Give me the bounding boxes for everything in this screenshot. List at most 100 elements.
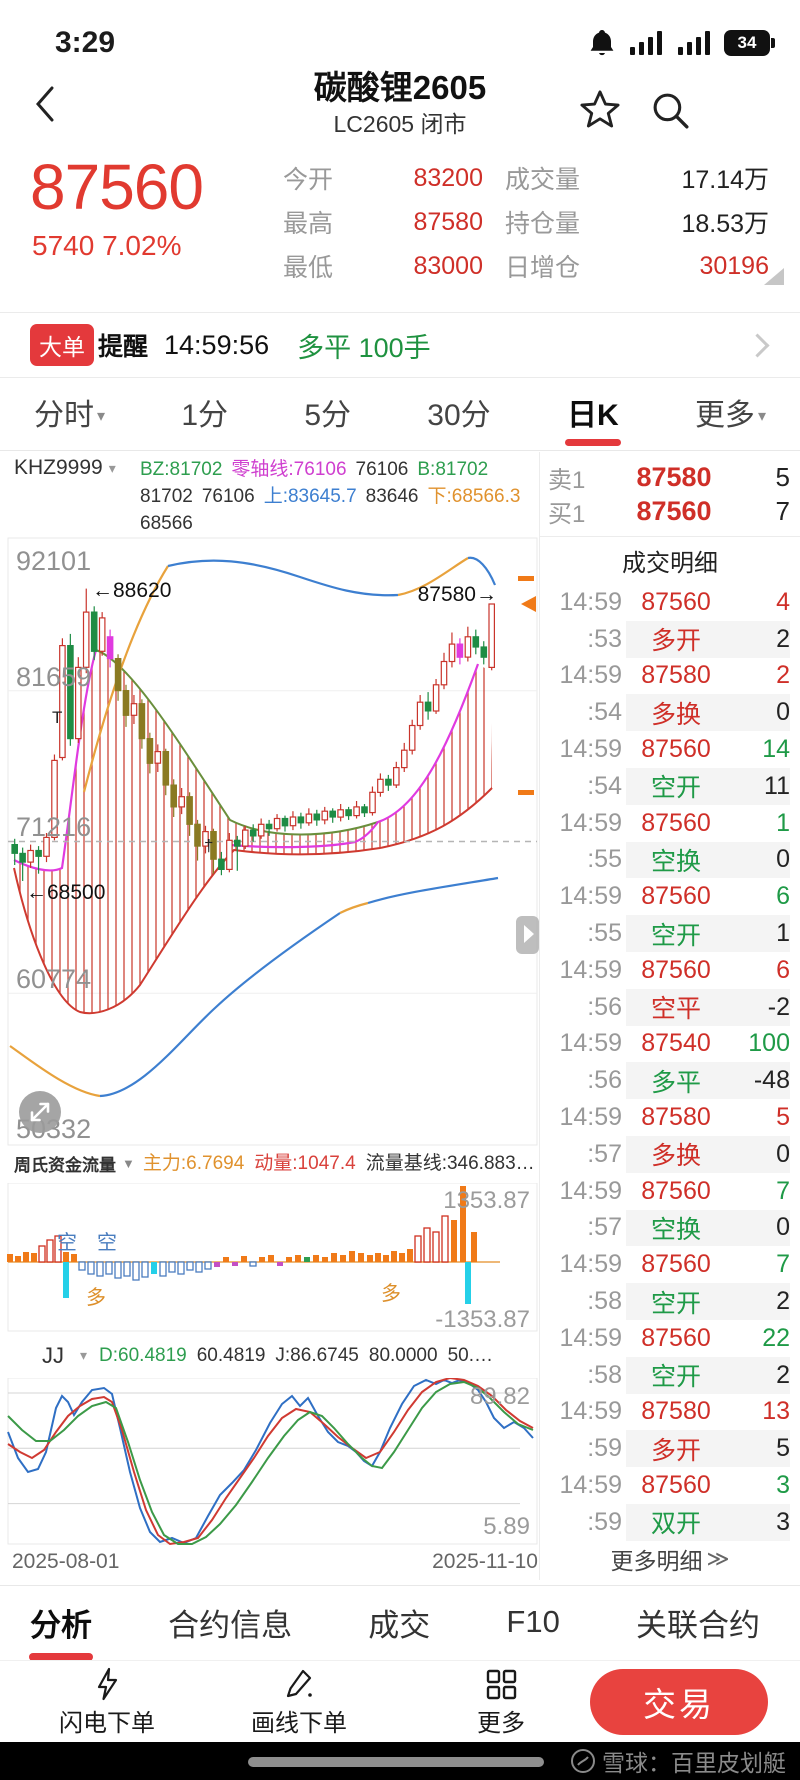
trade-row-body: 87580 13 [626,1394,790,1431]
flash-order-button[interactable]: 闪电下单 [42,1666,172,1738]
bottom-tab-bar: 分析 合约信息 成交 F10 关联合约 [0,1585,800,1661]
period-tab[interactable]: 日K ▾ [564,390,621,446]
trade-time: 14:59 [559,1029,622,1058]
order-book-row[interactable]: 卖1 87580 5 [540,460,800,494]
trade-time: :59 [587,1507,622,1536]
watermark: 雪球：百里皮划艇 [570,1744,786,1778]
period-tab[interactable]: 1分 ▾ [181,390,228,438]
signal-bars-icon-2 [678,31,710,55]
trade-row-body: 双开 3 [626,1503,790,1541]
trade-row-body: 87580 5 [626,1099,790,1136]
trade-time: :56 [587,992,622,1021]
trade-time: :55 [587,845,622,874]
money-flow-indicator-selector[interactable]: 周氏资金流量 [14,1156,116,1175]
order-book: 卖1 87580 5 买1 87560 7 [540,460,800,528]
trade-count: 0 [776,1139,790,1168]
candlestick-chart[interactable]: 92101 81659 71216 60774 50332 ←88620 875… [0,455,540,1150]
order-book-row[interactable]: 买1 87560 7 [540,494,800,528]
indicator-value: 76106 [355,459,409,480]
trade-detail-list[interactable]: 14:59 87560 4 :53 多开 2 14:59 [540,584,800,1541]
favorite-star-icon[interactable] [578,88,622,132]
period-tab[interactable]: 更多 ▾ [695,390,766,438]
search-icon[interactable] [648,88,692,132]
trade-row-body: 87560 6 [626,952,790,989]
trade-value: 87560 [641,808,711,837]
bottom-tab[interactable]: 关联合约 [636,1600,760,1647]
trade-value: 空开 [650,774,701,803]
chevron-down-icon: ▾ [757,408,766,425]
trade-value: 双开 [650,1510,701,1539]
more-detail-link[interactable]: 更多明细 ≫ [610,1545,730,1574]
level-label: 买1 [548,500,586,528]
grid-icon [486,1669,517,1700]
big-order-alert-bar[interactable]: 大单 提醒 14:59:56 多平 100手 [0,312,800,378]
money-flow-labels: 空空多 多 [57,1231,401,1309]
trade-row-body: 空换 0 [626,1209,790,1247]
trade-value: 空换 [650,847,701,876]
last-price: 87560 [30,151,204,223]
money-flow-chart[interactable]: 空空多 多 1353.87 -1353.87 [0,1183,540,1332]
chart-expander-handle[interactable] [516,916,539,954]
trade-detail-row: 14:59 87560 14 [540,731,800,768]
trade-time: 14:59 [559,1397,622,1426]
trade-detail-row: 14:59 87580 13 [540,1394,800,1431]
stat-value: 83000 [413,251,483,280]
indicator-values-line1: BZ:81702 零轴线:76106 76106 B:81702 [140,456,538,483]
bottom-tab-label: 分析 [30,1607,92,1643]
kdj-chart[interactable]: 89.82 5.89 [0,1378,540,1546]
indicator-value: 上:83645.7 [263,486,357,507]
panel-max-value: 1353.87 [443,1187,530,1214]
trade-time: 14:59 [559,882,622,911]
jj-values: D:60.4819 60.4819 J:86.6745 80.0000 50.… [99,1342,493,1369]
bottom-tab-label: 合约信息 [168,1607,293,1643]
trade-count: 7 [776,1176,790,1205]
trade-value: 多换 [650,700,701,729]
stat-label: 今开 [283,166,334,194]
trade-time: 14:59 [559,1176,622,1205]
indicator-value: D:60.4819 [99,1345,187,1366]
stat-value: 87580 [413,207,483,236]
expand-quote-handle[interactable] [764,268,784,285]
trade-time: :55 [587,919,622,948]
status-bar: 3:29 34 [0,20,800,66]
trade-value: 87540 [641,1029,711,1058]
bottom-tab[interactable]: F10 [506,1604,559,1642]
more-actions-button[interactable]: 更多 [456,1666,546,1738]
indicator-value: 零轴线:76106 [231,459,347,480]
period-tab-label: 30分 [427,399,491,432]
quote-stat-row: 最低 83000 日增仓 30196 [283,244,769,288]
chevron-down-icon: ▾ [108,459,116,476]
trade-time: :59 [587,1434,622,1463]
home-indicator[interactable] [248,1757,544,1767]
trade-row-body: 空平 -2 [626,988,790,1026]
trade-button[interactable]: 交易 [590,1669,768,1735]
period-tab[interactable]: 5分 ▾ [304,390,351,438]
trade-count: 1 [776,808,790,837]
trade-value: 87560 [641,587,711,616]
svg-text:空: 空 [57,1231,77,1254]
trade-value: 空开 [650,921,701,950]
page-title: 碳酸锂2605 [313,69,487,106]
period-tab[interactable]: 分时 ▾ [34,390,105,438]
draw-line-order-button[interactable]: 画线下单 [234,1666,364,1738]
back-icon[interactable] [28,82,62,126]
period-tab[interactable]: 30分 ▾ [427,390,490,438]
bottom-tab[interactable]: 分析 [29,1600,93,1661]
trade-detail-row: 14:59 87560 6 [540,952,800,989]
x-axis-dates: 2025-08-01 2025-11-10 [12,1550,538,1574]
ma-line-orange-lower2 [339,901,369,914]
signal-bars-icon-1 [630,31,662,55]
trade-value: 空换 [650,1215,701,1244]
bottom-tab[interactable]: 合约信息 [168,1600,292,1647]
stat-value: 83200 [413,163,483,192]
trade-count: 13 [762,1397,790,1426]
alert-time: 14:59:56 [164,329,270,360]
bottom-tab[interactable]: 成交 [368,1600,430,1647]
trade-count: -2 [767,992,790,1021]
trade-value: 87580 [641,661,711,690]
axis-tick: 71216 [16,812,91,842]
jj-indicator-selector[interactable]: JJ [42,1342,64,1368]
indicator-selector[interactable]: KHZ9999 ▾ [14,456,116,479]
fullscreen-toggle-icon[interactable] [19,1091,61,1133]
